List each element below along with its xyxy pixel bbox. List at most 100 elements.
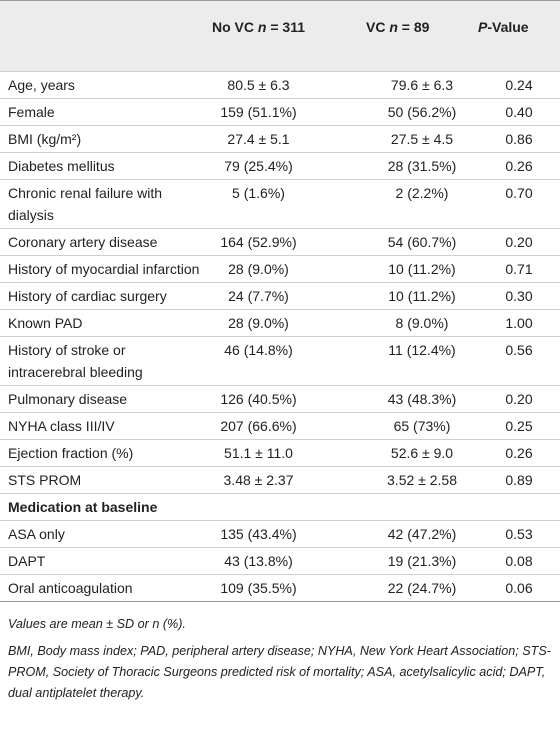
table-row: Diabetes mellitus 79 (25.4%) 28 (31.5%) 0.2… — [0, 152, 560, 180]
row-label: Ejection fraction (%) — [0, 439, 205, 467]
row-label: NYHA class III/IV — [0, 412, 205, 440]
row-label: Coronary artery disease — [0, 228, 205, 256]
cell: 10 (11.2%) — [366, 282, 478, 310]
cell: 0.40 — [478, 98, 560, 126]
cell: 0.89 — [478, 466, 560, 494]
table-row: Pulmonary disease 126 (40.5%) 43 (48.3%) 0.… — [0, 385, 560, 413]
footnote: BMI, Body mass index; PAD, peripheral ar… — [8, 644, 551, 700]
cell: 80.5 ± 6.3 — [205, 71, 366, 99]
table-row: Known PAD 28 (9.0%) 8 (9.0%) 1.00 — [0, 309, 560, 337]
table-row: History of stroke or intracerebral bleed… — [0, 336, 560, 386]
cell: 22 (24.7%) — [366, 574, 478, 602]
table-row: BMI (kg/m²) 27.4 ± 5.1 27.5 ± 4.5 0.86 — [0, 125, 560, 153]
cell: 8 (9.0%) — [366, 309, 478, 337]
table-row: STS PROM 3.48 ± 2.37 3.52 ± 2.58 0.89 — [0, 466, 560, 494]
cell: 159 (51.1%) — [205, 98, 366, 126]
row-label: Known PAD — [0, 309, 205, 337]
cell: 0.86 — [478, 125, 560, 153]
cell: 51.1 ± 11.0 — [205, 439, 366, 467]
cell: 27.5 ± 4.5 — [366, 125, 478, 153]
row-label: Female — [0, 98, 205, 126]
cell: 0.20 — [478, 385, 560, 413]
cell: 52.6 ± 9.0 — [366, 439, 478, 467]
table-row: Oral anticoagulation 109 (35.5%) 22 (24.7%… — [0, 574, 560, 602]
cell: 0.20 — [478, 228, 560, 256]
table-row: Medication at baseline — [0, 493, 560, 521]
cell: 54 (60.7%) — [366, 228, 478, 256]
header-text: n — [257, 19, 267, 35]
row-label: Chronic renal failure with dialysis — [0, 179, 205, 229]
table-row: NYHA class III/IV 207 (66.6%) 65 (73%) 0.25 — [0, 412, 560, 440]
header-cell: VC n = 89 — [366, 0, 478, 72]
header-cell: P-Value — [478, 0, 560, 72]
header-text: VC — [366, 19, 390, 35]
cell: 19 (21.3%) — [366, 547, 478, 575]
table-row: History of myocardial infarction 28 (9.0%… — [0, 255, 560, 283]
cell: 28 (31.5%) — [366, 152, 478, 180]
table-row: Ejection fraction (%) 51.1 ± 11.0 52.6 ± 9… — [0, 439, 560, 467]
cell: 2 (2.2%) — [366, 179, 478, 229]
header-text: -Value — [487, 19, 529, 35]
header-text: = 311 — [266, 19, 305, 35]
header-text: P — [478, 19, 488, 35]
cell: 50 (56.2%) — [366, 98, 478, 126]
row-label: STS PROM — [0, 466, 205, 494]
table-row: ASA only 135 (43.4%) 42 (47.2%) 0.53 — [0, 520, 560, 548]
header-text: n — [389, 19, 398, 35]
row-label: ASA only — [0, 520, 205, 548]
cell: 207 (66.6%) — [205, 412, 366, 440]
cell: 46 (14.8%) — [205, 336, 366, 386]
table-row: Age, years 80.5 ± 6.3 79.6 ± 6.3 0.24 — [0, 71, 560, 99]
row-label: History of stroke or intracerebral bleed… — [0, 336, 205, 386]
table-body: Age, years 80.5 ± 6.3 79.6 ± 6.3 0.24 Female… — [0, 71, 560, 602]
cell: 109 (35.5%) — [205, 574, 366, 602]
cell: 0.25 — [478, 412, 560, 440]
header-cell: No VC n = 311 — [205, 0, 366, 72]
table-row: Coronary artery disease 164 (52.9%) 54 (60… — [0, 228, 560, 256]
cell: 79 (25.4%) — [205, 152, 366, 180]
cell: 0.71 — [478, 255, 560, 283]
cell: 0.30 — [478, 282, 560, 310]
header-row: No VC n = 311 VC n = 89 P-Value — [0, 0, 560, 72]
row-label: BMI (kg/m²) — [0, 125, 205, 153]
table-row: History of cardiac surgery 24 (7.7%) 10 (1… — [0, 282, 560, 310]
cell: 42 (47.2%) — [366, 520, 478, 548]
cell: 135 (43.4%) — [205, 520, 366, 548]
cell: 10 (11.2%) — [366, 255, 478, 283]
header-text: No VC — [212, 19, 258, 35]
cell: 0.08 — [478, 547, 560, 575]
cell: 0.56 — [478, 336, 560, 386]
cell: 0.26 — [478, 439, 560, 467]
footnote: Values are mean ± SD or n (%). — [8, 617, 186, 631]
table-row: Chronic renal failure with dialysis 5 (1.… — [0, 179, 560, 229]
row-label: DAPT — [0, 547, 205, 575]
cell: 27.4 ± 5.1 — [205, 125, 366, 153]
cell: 0.53 — [478, 520, 560, 548]
cell: 24 (7.7%) — [205, 282, 366, 310]
footnotes: Values are mean ± SD or n (%). BMI, Body … — [0, 602, 560, 704]
row-label: Diabetes mellitus — [0, 152, 205, 180]
row-label: History of cardiac surgery — [0, 282, 205, 310]
cell: 11 (12.4%) — [366, 336, 478, 386]
cell: 3.52 ± 2.58 — [366, 466, 478, 494]
cell: 1.00 — [478, 309, 560, 337]
cell: 28 (9.0%) — [205, 309, 366, 337]
cell: 0.26 — [478, 152, 560, 180]
row-label: Oral anticoagulation — [0, 574, 205, 602]
data-table: No VC n = 311 VC n = 89 P-Value Age, years… — [0, 0, 560, 602]
table-row: Female 159 (51.1%) 50 (56.2%) 0.40 — [0, 98, 560, 126]
row-label: History of myocardial infarction — [0, 255, 205, 283]
cell: 0.06 — [478, 574, 560, 602]
cell: 79.6 ± 6.3 — [366, 71, 478, 99]
cell: 0.70 — [478, 179, 560, 229]
header-text: = 89 — [397, 19, 430, 35]
row-label: Pulmonary disease — [0, 385, 205, 413]
cell: 5 (1.6%) — [205, 179, 366, 229]
cell: 43 (13.8%) — [205, 547, 366, 575]
header-cell — [0, 0, 205, 72]
cell: 65 (73%) — [366, 412, 478, 440]
cell: 164 (52.9%) — [205, 228, 366, 256]
cell: 3.48 ± 2.37 — [205, 466, 366, 494]
table-row: DAPT 43 (13.8%) 19 (21.3%) 0.08 — [0, 547, 560, 575]
